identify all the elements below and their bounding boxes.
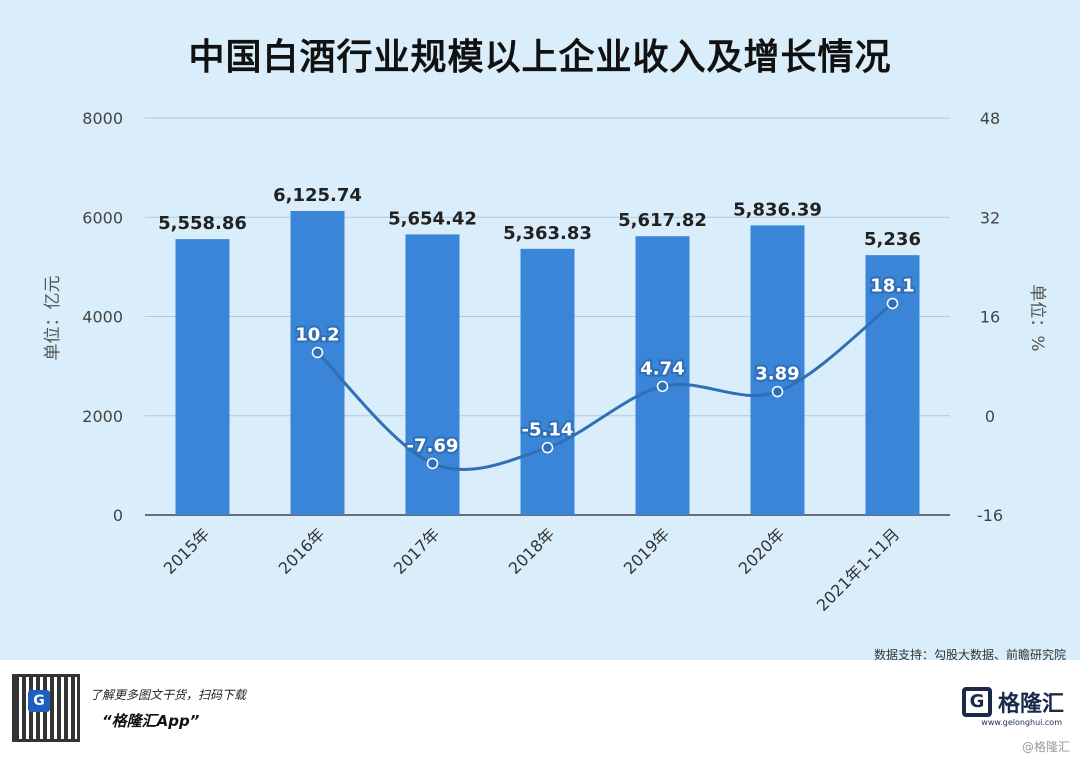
y-axis-title: 单位：亿元 [43,276,63,361]
bar [750,225,805,515]
y2-tick-label: -16 [977,506,1003,525]
qr-logo-icon: G [28,690,50,712]
bar [175,239,230,515]
line-value-label: 3.89 [755,364,799,385]
bar-value-label: 5,558.86 [158,213,247,234]
bar-value-label: 5,836.39 [733,199,822,220]
y-tick-label: 6000 [82,208,123,227]
y2-tick-label: 16 [980,308,1000,327]
line-point [656,380,669,393]
line-point [426,457,439,470]
bar [635,236,690,515]
line-point [886,297,899,310]
x-tick-label: 2020年 [735,524,789,578]
brand-name: 格隆汇 [997,692,1064,717]
bar-value-label: 5,363.83 [503,223,592,244]
x-tick-label: 2021年1-11月 [813,524,904,615]
growth-line-path [316,302,894,471]
promo-text: 了解更多图文干货，扫码下载 [90,688,247,702]
watermark: @格隆汇 [1021,740,1070,754]
x-tick-label: 2018年 [505,524,559,578]
bar [405,234,460,515]
growth-line [311,297,899,471]
brand-logo-icon: G [961,687,992,717]
line-value-label: 10.2 [295,324,339,345]
bar-value-label: 5,236 [864,229,921,250]
line-value-label: -5.14 [522,420,574,441]
source-note: 数据支持：勾股大数据、前瞻研究院 [873,648,1066,662]
x-tick-label: 2019年 [620,524,674,578]
bar-value-label: 6,125.74 [273,185,362,206]
bar-value-label: 5,617.82 [618,210,707,231]
data-labels: 5,558.86 6,125.74 5,654.42 5,363.83 5,617.82… [158,185,921,458]
y-tick-label: 0 [113,506,123,525]
bar [290,211,345,516]
y2-tick-label: 32 [980,208,1000,227]
y2-tick-label: 0 [985,407,995,426]
line-point [771,385,784,398]
footer: G 了解更多图文干货，扫码下载 “格隆汇App” G 格隆汇 www.gelon… [0,660,1080,759]
page-title: 中国白酒行业规模以上企业收入及增长情况 [188,37,892,78]
y-tick-label: 2000 [82,407,123,426]
y-tick-label: 8000 [82,109,123,128]
line-value-label: 4.74 [640,358,684,379]
y-tick-label: 4000 [82,308,123,327]
x-tick-label: 2017年 [390,524,444,578]
y2-tick-label: 48 [980,109,1000,128]
y2-axis-title: 单位：% [1027,284,1047,351]
bar-value-label: 5,654.42 [388,208,477,229]
bars [175,211,920,516]
line-point [541,441,554,454]
line-point [311,346,324,359]
x-tick-label: 2015年 [160,524,214,578]
line-value-label: 18.1 [870,275,914,296]
bar [520,248,575,515]
promo-app-name: “格隆汇App” [102,712,200,730]
x-tick-label: 2016年 [275,524,329,578]
chart: 5,558.86 6,125.74 5,654.42 5,363.83 5,617.82… [43,109,1047,615]
line-value-label: -7.69 [407,435,459,456]
brand-domain: www.gelonghui.com [981,718,1062,727]
brand: G 格隆汇 [961,686,1064,718]
